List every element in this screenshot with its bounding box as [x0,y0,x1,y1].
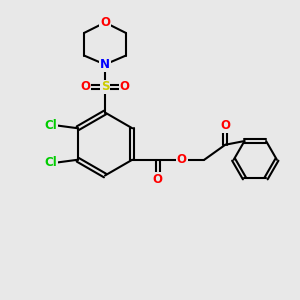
Text: O: O [220,119,230,132]
Text: Cl: Cl [44,119,57,132]
Text: S: S [101,80,109,94]
Text: Cl: Cl [44,156,57,169]
Text: O: O [177,153,187,166]
Text: O: O [119,80,130,94]
Text: N: N [100,58,110,71]
Text: O: O [153,173,163,186]
Text: O: O [100,16,110,29]
Text: O: O [80,80,91,94]
